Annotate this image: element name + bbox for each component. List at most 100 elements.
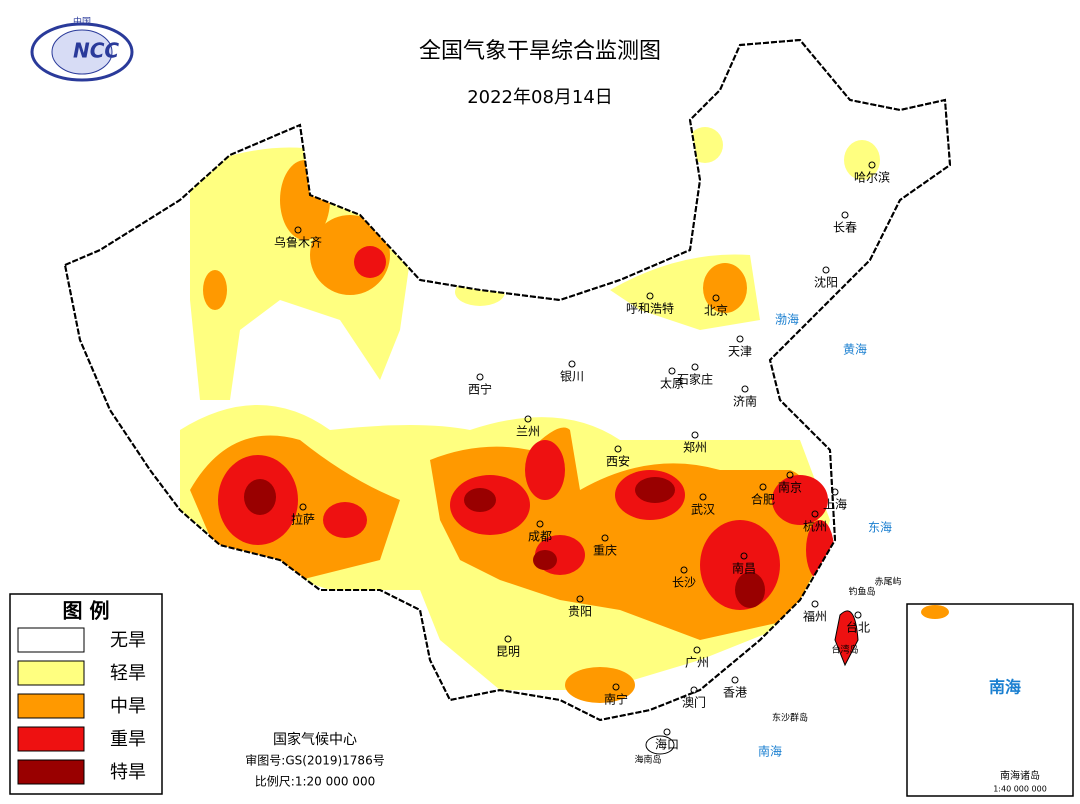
- logo-top: 中国: [73, 16, 91, 28]
- city-marker: [601, 534, 609, 542]
- drought-area: [525, 440, 565, 500]
- date: 2022年08月14日: [467, 87, 613, 108]
- city-label: 杭州: [803, 519, 827, 534]
- city-marker: [614, 445, 622, 453]
- city-label: 贵阳: [568, 605, 592, 619]
- drought-area: [533, 550, 557, 570]
- city-label: 西宁: [468, 382, 492, 397]
- city-label: 上海: [823, 497, 847, 512]
- city-marker: [736, 335, 744, 343]
- city-marker: [536, 520, 544, 528]
- city-marker: [568, 360, 576, 368]
- sea-label: 黄海: [843, 342, 867, 357]
- city-marker: [646, 292, 654, 300]
- credit: 比例尺:1:20 000 000: [255, 775, 375, 789]
- city-label: 北京: [704, 304, 728, 318]
- sea-label: 渤海: [775, 312, 799, 327]
- legend-swatch: [17, 627, 85, 653]
- place-label: 钓鱼岛: [848, 586, 875, 598]
- city-label: 南宁: [604, 692, 628, 707]
- legend-swatch: [17, 660, 85, 686]
- city-marker: [712, 294, 720, 302]
- drought-area: [244, 479, 276, 515]
- city-marker: [811, 510, 819, 518]
- city-marker: [612, 683, 620, 691]
- city-label: 香港: [723, 686, 747, 700]
- city-label: 重庆: [593, 544, 617, 558]
- city-marker: [854, 611, 862, 619]
- drought-area: [203, 270, 227, 310]
- city-marker: [841, 211, 849, 219]
- city-marker: [759, 483, 767, 491]
- city-label: 昆明: [496, 645, 520, 659]
- city-label: 沈阳: [814, 275, 838, 290]
- legend-label: 轻旱: [110, 663, 146, 684]
- inset-sea: 南海: [989, 678, 1021, 697]
- credit: 审图号:GS(2019)1786号: [245, 753, 384, 768]
- city-marker: [524, 415, 532, 423]
- legend-label: 无旱: [110, 630, 146, 651]
- city-label: 石家庄: [677, 372, 713, 387]
- city-label: 长春: [833, 221, 857, 235]
- sea-label: 南海: [758, 744, 782, 759]
- legend-label: 特旱: [110, 762, 146, 783]
- city-label: 哈尔滨: [854, 170, 890, 185]
- drought-area: [635, 477, 675, 503]
- city-marker: [294, 226, 302, 234]
- drought-area: [844, 140, 880, 180]
- place-label: 赤尾屿: [874, 577, 901, 588]
- city-marker: [576, 595, 584, 603]
- city-label: 合肥: [751, 492, 775, 507]
- taiwan: [834, 610, 859, 667]
- city-label: 西安: [606, 454, 630, 469]
- city-marker: [504, 635, 512, 643]
- city-label: 济南: [733, 394, 757, 409]
- city-label: 兰州: [516, 425, 540, 439]
- city-label: 台北: [846, 620, 870, 635]
- inset-scale: 1:40 000 000: [993, 785, 1047, 794]
- city-marker: [691, 431, 699, 439]
- legend-label: 中旱: [110, 696, 146, 717]
- city-marker: [868, 161, 876, 169]
- city-marker: [811, 600, 819, 608]
- drought-area: [323, 502, 367, 538]
- title: 全国气象干旱综合监测图: [419, 39, 661, 64]
- drought-areas: [180, 127, 880, 703]
- place-label: 台湾岛: [831, 644, 858, 656]
- city-label: 南京: [778, 480, 802, 495]
- city-label: 成都: [528, 530, 552, 544]
- legend-label: 重旱: [110, 729, 146, 750]
- city-marker: [699, 493, 707, 501]
- drought-area: [565, 667, 635, 703]
- logo-text: NCC: [73, 39, 119, 63]
- city-label: 海口: [655, 737, 679, 752]
- city-label: 拉萨: [291, 512, 315, 527]
- drought-area: [464, 488, 496, 512]
- city-marker: [786, 471, 794, 479]
- city-marker: [680, 566, 688, 574]
- city-marker: [731, 676, 739, 684]
- city-label: 天津: [728, 345, 752, 359]
- legend-swatch: [17, 726, 85, 752]
- city-marker: [741, 385, 749, 393]
- city-label: 呼和浩特: [626, 301, 674, 316]
- city-label: 福州: [803, 609, 827, 624]
- city-marker: [740, 552, 748, 560]
- city-marker: [668, 367, 676, 375]
- city-marker: [822, 266, 830, 274]
- place-label: 海南岛: [634, 754, 661, 766]
- city-marker: [299, 503, 307, 511]
- drought-area: [735, 572, 765, 608]
- hainan: [645, 735, 675, 755]
- sea-label: 东海: [868, 520, 892, 535]
- city-label: 银川: [560, 370, 584, 384]
- city-label: 广州: [685, 656, 709, 670]
- city-marker: [693, 646, 701, 654]
- drought-area: [354, 246, 386, 278]
- city-label: 长沙: [672, 576, 696, 590]
- logo: 中国 NCC: [30, 16, 134, 82]
- city-marker: [663, 728, 671, 736]
- city-label: 太原: [660, 376, 684, 391]
